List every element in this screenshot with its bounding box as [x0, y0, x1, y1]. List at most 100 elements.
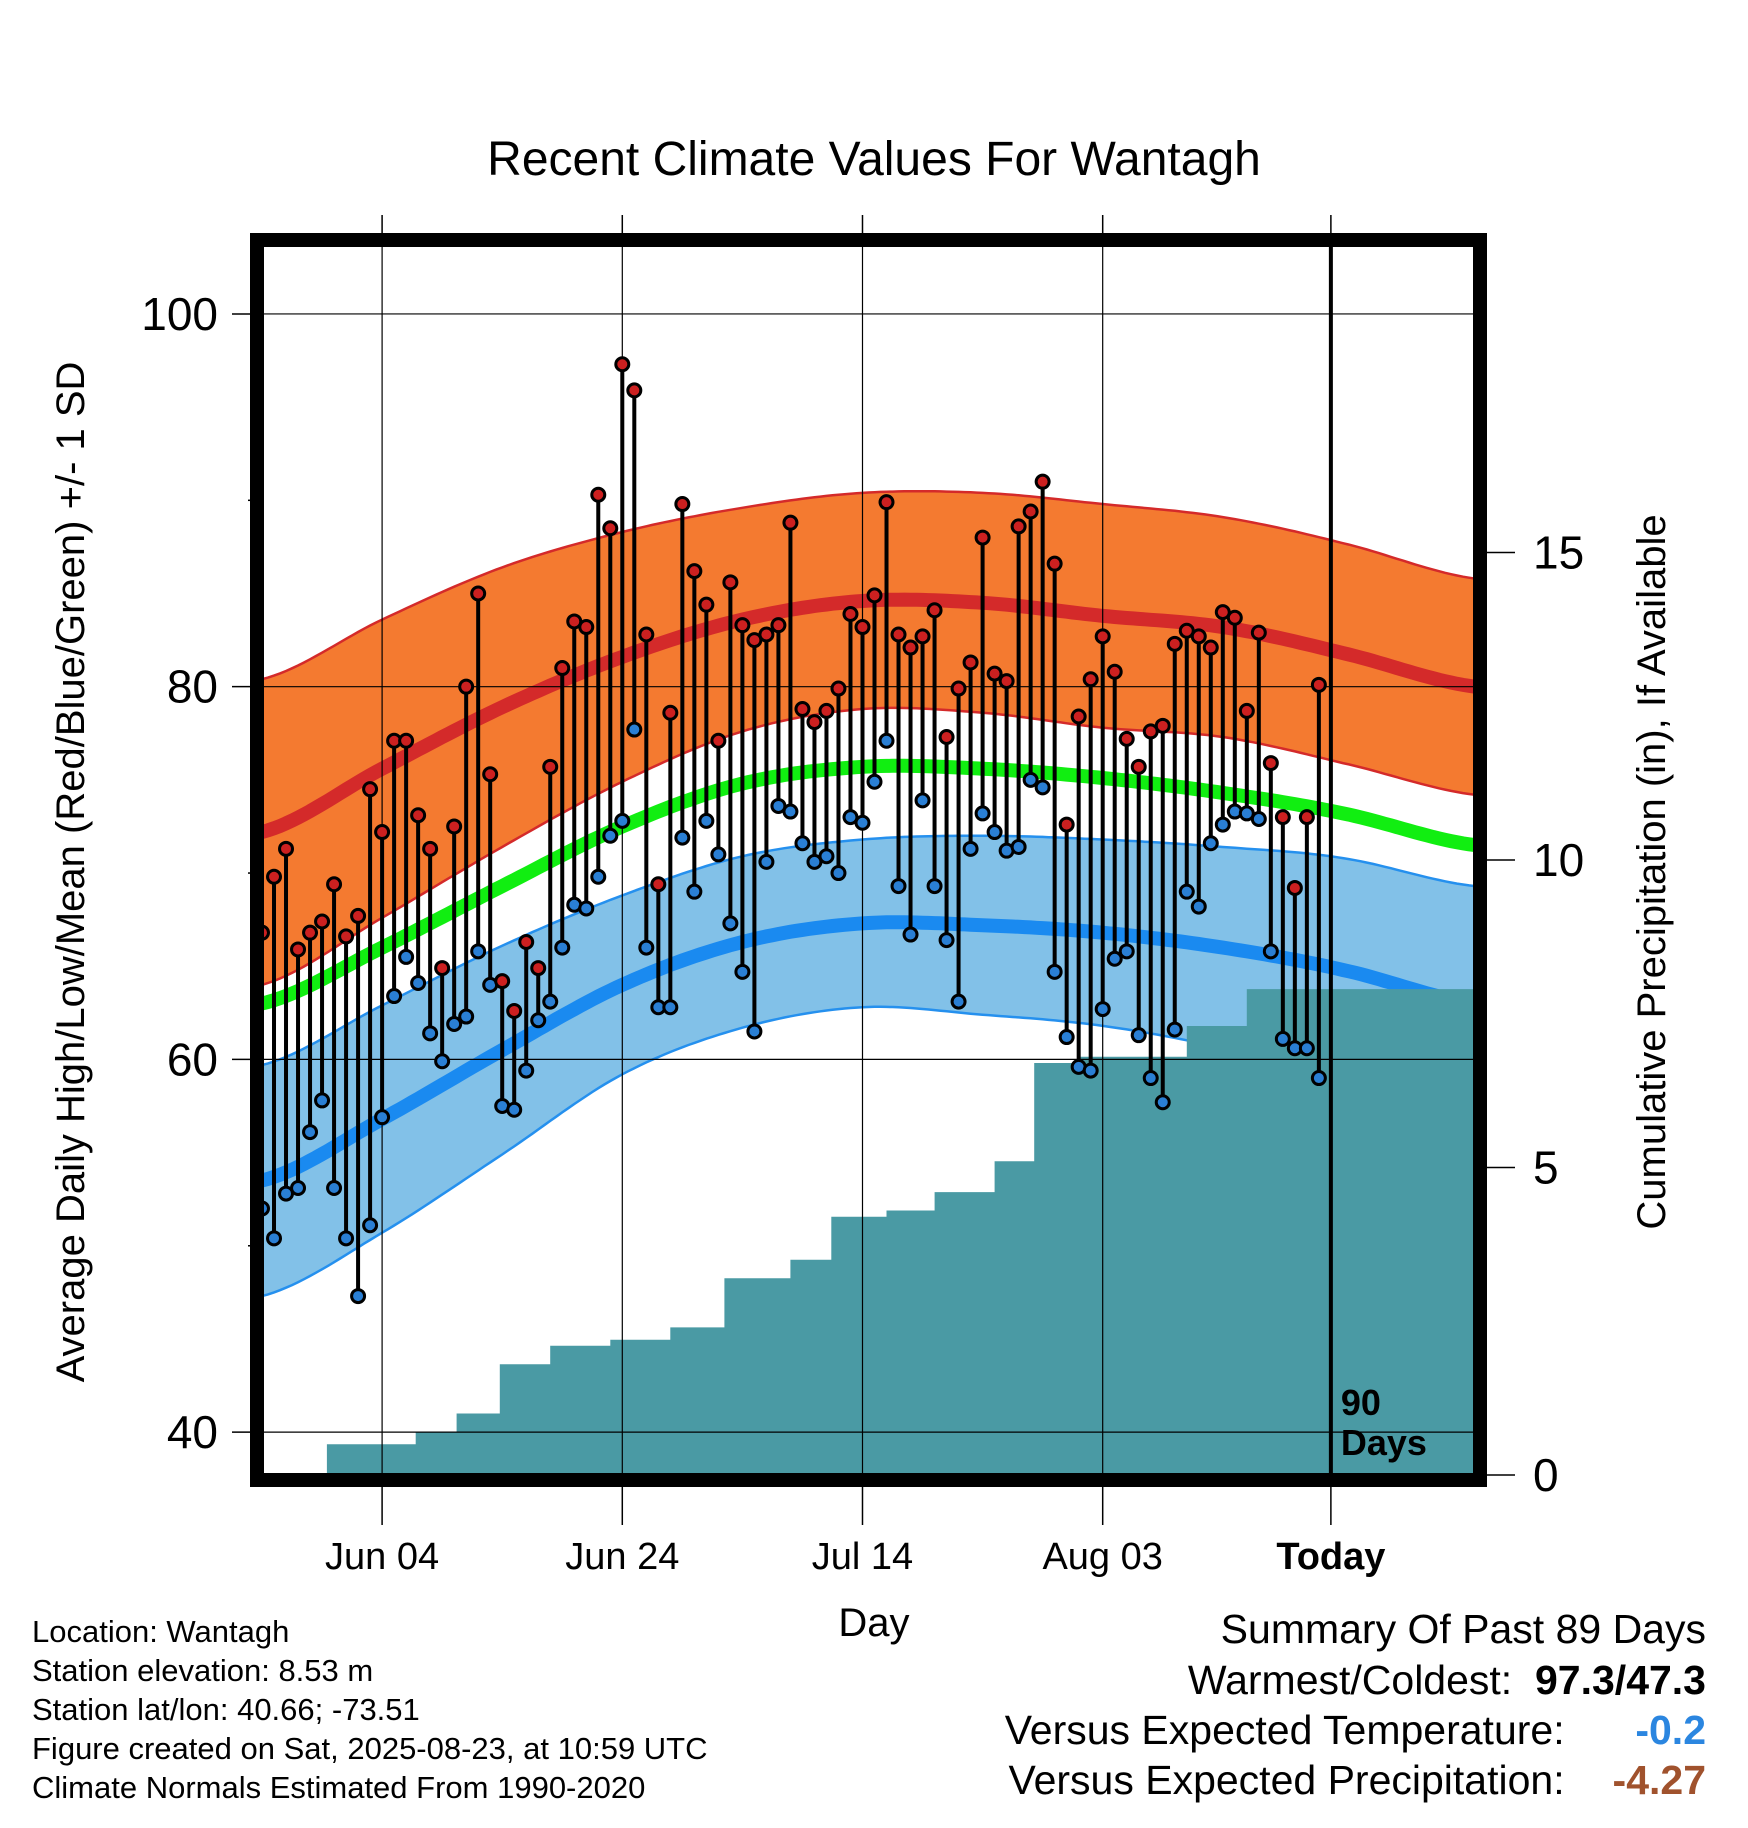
daily-low-point: [554, 939, 571, 956]
daily-low-point: [350, 1288, 367, 1305]
y-right-tick-label: 5: [1533, 1142, 1559, 1194]
daily-low-point: [782, 803, 799, 820]
daily-low-point: [302, 1124, 319, 1141]
daily-high-point: [362, 781, 379, 798]
x-axis-label: Day: [838, 1601, 909, 1645]
daily-low-point: [1178, 883, 1195, 900]
summary-precipitation-value: -4.27: [1612, 1757, 1706, 1803]
daily-low-point: [314, 1092, 331, 1109]
daily-high-point: [842, 606, 859, 622]
summary-title: Summary Of Past 89 Days: [1220, 1606, 1706, 1652]
daily-high-point: [302, 924, 319, 941]
daily-high-point: [590, 486, 607, 503]
daily-low-point: [626, 721, 643, 738]
daily-high-point: [1166, 635, 1183, 652]
daily-low-point: [614, 812, 631, 829]
daily-low-point: [662, 999, 679, 1016]
daily-low-point: [1190, 898, 1207, 915]
daily-low-point: [1214, 816, 1231, 833]
daily-low-point: [818, 848, 835, 865]
daily-low-point: [638, 939, 655, 956]
daily-high-point: [1058, 816, 1075, 833]
daily-high-point: [662, 704, 679, 721]
daily-high-point: [626, 382, 643, 399]
daily-low-point: [950, 993, 967, 1010]
summary-warm-cold-label: Warmest/Coldest:: [1187, 1657, 1513, 1703]
daily-high-point: [602, 520, 619, 537]
today-days-label-number: 90: [1341, 1382, 1381, 1423]
normals-period-label: Climate Normals Estimated From 1990-2020: [32, 1770, 646, 1805]
daily-high-point: [1010, 518, 1027, 535]
daily-high-point: [974, 529, 991, 546]
daily-high-point: [398, 732, 415, 749]
summary-precipitation: Versus Expected Precipitation: -4.27: [1009, 1757, 1707, 1804]
daily-low-point: [518, 1062, 535, 1079]
x-tick-label: Jul 14: [812, 1536, 913, 1578]
daily-high-point: [1046, 555, 1063, 572]
elevation-label: Station elevation: 8.53 m: [32, 1653, 374, 1688]
daily-low-point: [1106, 950, 1123, 967]
daily-low-point: [1130, 1027, 1147, 1044]
daily-high-point: [710, 732, 727, 749]
daily-high-point: [350, 907, 367, 924]
daily-low-point: [1298, 1040, 1315, 1057]
daily-low-point: [590, 868, 607, 885]
daily-high-point: [734, 617, 751, 634]
daily-low-point: [374, 1109, 391, 1126]
summary-temperature-label: Versus Expected Temperature:: [1004, 1707, 1565, 1753]
precipitation-area: [262, 989, 1475, 1475]
created-label: Figure created on Sat, 2025-08-23, at 10…: [32, 1731, 708, 1766]
daily-high-point: [878, 494, 895, 511]
daily-high-point: [638, 626, 655, 643]
summary-warm-cold: Warmest/Coldest: 97.3/47.3: [1188, 1657, 1706, 1704]
daily-low-point: [1202, 835, 1219, 852]
daily-low-point: [602, 827, 619, 844]
daily-high-point: [830, 680, 847, 697]
daily-low-point: [686, 883, 703, 900]
daily-high-point: [1094, 628, 1111, 645]
daily-low-point: [1058, 1029, 1075, 1046]
y-axis-label-right: Cumulative Precipitation (in), If Availa…: [1630, 514, 1674, 1229]
daily-low-point: [1310, 1070, 1327, 1087]
daily-low-point: [758, 853, 775, 870]
daily-high-point: [314, 913, 331, 930]
daily-high-point: [806, 714, 823, 731]
daily-high-point: [782, 514, 799, 531]
daily-low-point: [878, 732, 895, 749]
daily-high-point: [290, 941, 307, 958]
daily-high-point: [650, 876, 667, 893]
daily-high-point: [410, 807, 427, 824]
daily-high-point: [518, 934, 535, 950]
y-right-tick-label: 0: [1533, 1449, 1559, 1501]
daily-low-point: [1250, 811, 1267, 827]
y-right-tick-label: 15: [1533, 527, 1584, 579]
daily-high-point: [266, 868, 283, 885]
daily-low-point: [578, 900, 595, 917]
summary-warm-cold-value: 97.3/47.3: [1535, 1657, 1706, 1703]
daily-high-point: [1154, 717, 1171, 734]
daily-high-point: [674, 496, 691, 513]
daily-low-point: [734, 963, 751, 980]
daily-low-point: [1034, 779, 1051, 796]
daily-high-point: [434, 960, 451, 977]
daily-low-point: [1118, 943, 1135, 960]
daily-low-point: [1010, 838, 1027, 855]
daily-low-point: [698, 812, 715, 829]
daily-low-point: [974, 805, 991, 822]
daily-high-point: [1274, 809, 1291, 826]
daily-high-point: [890, 626, 907, 643]
daily-low-point: [326, 1180, 343, 1196]
daily-low-point: [902, 926, 919, 943]
daily-low-point: [1262, 943, 1279, 960]
daily-low-point: [986, 824, 1003, 841]
daily-high-point: [326, 876, 343, 893]
daily-high-point: [770, 617, 787, 634]
y-right-tick-label: 10: [1533, 834, 1584, 886]
daily-low-point: [1022, 771, 1039, 788]
daily-high-point: [1310, 676, 1327, 693]
daily-high-point: [470, 585, 487, 602]
daily-high-point: [866, 587, 883, 604]
daily-high-point: [422, 840, 439, 857]
daily-high-point: [458, 678, 475, 695]
